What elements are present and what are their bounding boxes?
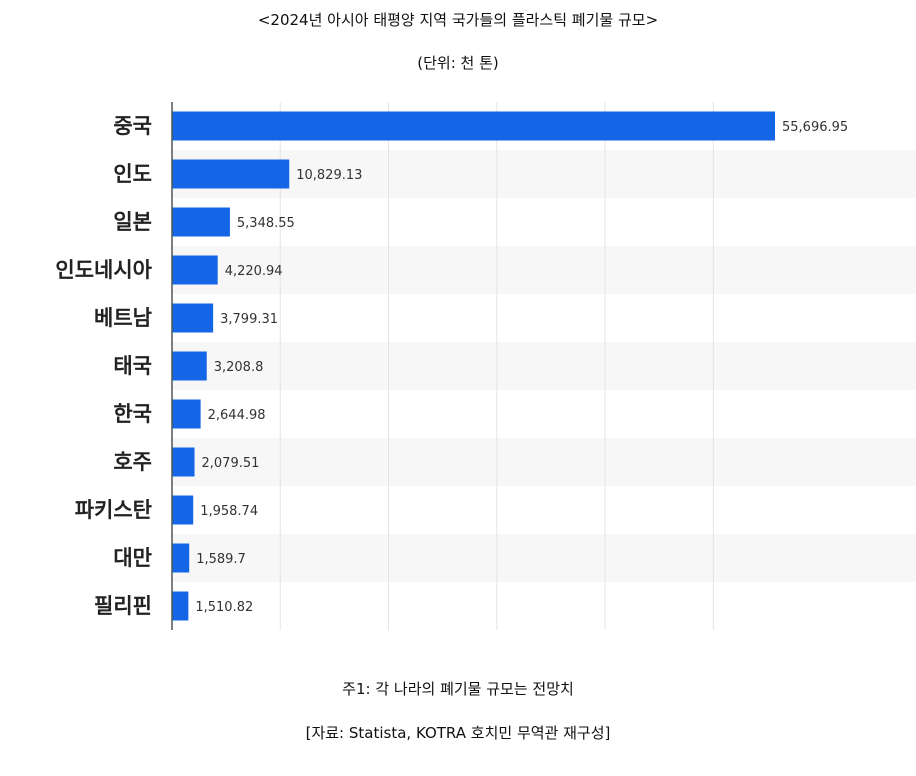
- category-label: 필리핀: [94, 594, 152, 618]
- value-labels: 55,696.95 10,829.13 5,348.55 4,220.94 3,799.…: [195, 120, 848, 615]
- bar: [172, 591, 189, 621]
- bar: [172, 207, 230, 237]
- category-label: 호주: [113, 450, 152, 474]
- value-label: 1,510.82: [195, 600, 253, 615]
- bar: [172, 255, 218, 285]
- category-label: 베트남: [94, 306, 152, 330]
- value-label: 55,696.95: [782, 120, 848, 135]
- chart-title: <2024년 아시아 태평양 지역 국가들의 플라스틱 폐기물 규모>: [257, 11, 659, 29]
- bars: [172, 111, 775, 621]
- value-label: 5,348.55: [237, 216, 295, 231]
- category-label: 중국: [113, 114, 152, 138]
- category-label: 일본: [113, 210, 152, 234]
- bar: [172, 495, 194, 525]
- source-note: [자료: Statista, KOTRA 호치민 무역관 재구성]: [305, 724, 611, 742]
- bar: [172, 111, 775, 141]
- bar: [172, 303, 214, 333]
- row-band: [172, 438, 916, 486]
- value-label: 10,829.13: [296, 168, 362, 183]
- value-label: 4,220.94: [225, 264, 283, 279]
- bar: [172, 351, 207, 381]
- value-label: 3,799.31: [220, 312, 278, 327]
- value-label: 3,208.8: [214, 360, 264, 375]
- category-label: 한국: [113, 402, 152, 426]
- bar: [172, 159, 290, 189]
- value-label: 2,079.51: [202, 456, 260, 471]
- row-bands: [172, 150, 916, 582]
- value-label: 2,644.98: [208, 408, 266, 423]
- row-band: [172, 150, 916, 198]
- category-label: 대만: [113, 546, 152, 570]
- bar: [172, 447, 195, 477]
- row-band: [172, 246, 916, 294]
- grid-lines: [279, 102, 714, 630]
- category-label: 인도: [113, 162, 152, 186]
- footnote: 주1: 각 나라의 폐기물 규모는 전망치: [342, 680, 574, 698]
- category-label: 태국: [113, 354, 152, 378]
- category-label: 파키스탄: [75, 498, 152, 522]
- bar: [172, 399, 201, 429]
- value-label: 1,958.74: [200, 504, 258, 519]
- category-label: 인도네시아: [55, 258, 152, 282]
- value-label: 1,589.7: [196, 552, 246, 567]
- row-band: [172, 342, 916, 390]
- chart-subtitle: (단위: 천 톤): [417, 54, 499, 72]
- row-band: [172, 534, 916, 582]
- bar: [172, 543, 190, 573]
